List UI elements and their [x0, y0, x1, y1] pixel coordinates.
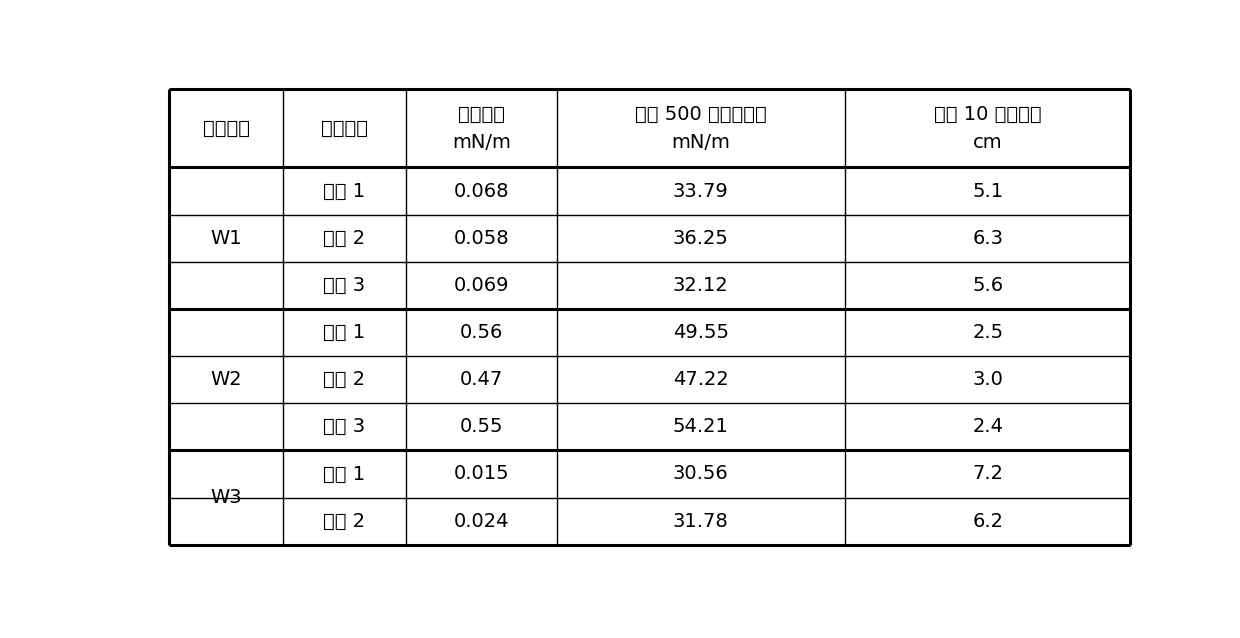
- Text: 0.024: 0.024: [454, 512, 508, 531]
- Text: 稀释 500 倍表面张力: 稀释 500 倍表面张力: [635, 105, 766, 124]
- Text: 36.25: 36.25: [673, 228, 729, 248]
- Text: 平行 2: 平行 2: [324, 512, 366, 531]
- Text: 界面张力: 界面张力: [458, 105, 505, 124]
- Text: 平行 1: 平行 1: [324, 323, 366, 342]
- Text: 6.3: 6.3: [972, 228, 1003, 248]
- Text: 平行 3: 平行 3: [324, 417, 366, 436]
- Text: 32.12: 32.12: [673, 276, 729, 295]
- Text: 0.47: 0.47: [460, 370, 503, 389]
- Text: 2.4: 2.4: [972, 417, 1003, 436]
- Text: 稀释 10 倍排油圈: 稀释 10 倍排油圈: [934, 105, 1042, 124]
- Text: W3: W3: [211, 488, 242, 507]
- Text: 5.6: 5.6: [972, 276, 1003, 295]
- Text: 0.015: 0.015: [454, 464, 510, 484]
- Text: 30.56: 30.56: [673, 464, 729, 484]
- Text: 平行 3: 平行 3: [324, 276, 366, 295]
- Text: 平行 1: 平行 1: [324, 464, 366, 484]
- Text: 3.0: 3.0: [972, 370, 1003, 389]
- Text: 0.069: 0.069: [454, 276, 508, 295]
- Text: W2: W2: [211, 370, 242, 389]
- Text: 0.058: 0.058: [454, 228, 510, 248]
- Text: 6.2: 6.2: [972, 512, 1003, 531]
- Text: 49.55: 49.55: [673, 323, 729, 342]
- Text: 2.5: 2.5: [972, 323, 1003, 342]
- Text: 7.2: 7.2: [972, 464, 1003, 484]
- Text: W1: W1: [211, 228, 242, 248]
- Text: 菌株编号: 菌株编号: [202, 119, 249, 138]
- Text: 平行 1: 平行 1: [324, 182, 366, 200]
- Text: 5.1: 5.1: [972, 182, 1003, 200]
- Text: 0.56: 0.56: [460, 323, 503, 342]
- Text: 33.79: 33.79: [673, 182, 729, 200]
- Text: 平行 2: 平行 2: [324, 228, 366, 248]
- Text: mN/m: mN/m: [451, 133, 511, 152]
- Text: 47.22: 47.22: [673, 370, 729, 389]
- Text: 0.068: 0.068: [454, 182, 508, 200]
- Text: 平行测试: 平行测试: [321, 119, 368, 138]
- Text: mN/m: mN/m: [671, 133, 730, 152]
- Text: 54.21: 54.21: [673, 417, 729, 436]
- Text: 31.78: 31.78: [673, 512, 729, 531]
- Text: 0.55: 0.55: [460, 417, 503, 436]
- Text: 平行 2: 平行 2: [324, 370, 366, 389]
- Text: cm: cm: [973, 133, 1002, 152]
